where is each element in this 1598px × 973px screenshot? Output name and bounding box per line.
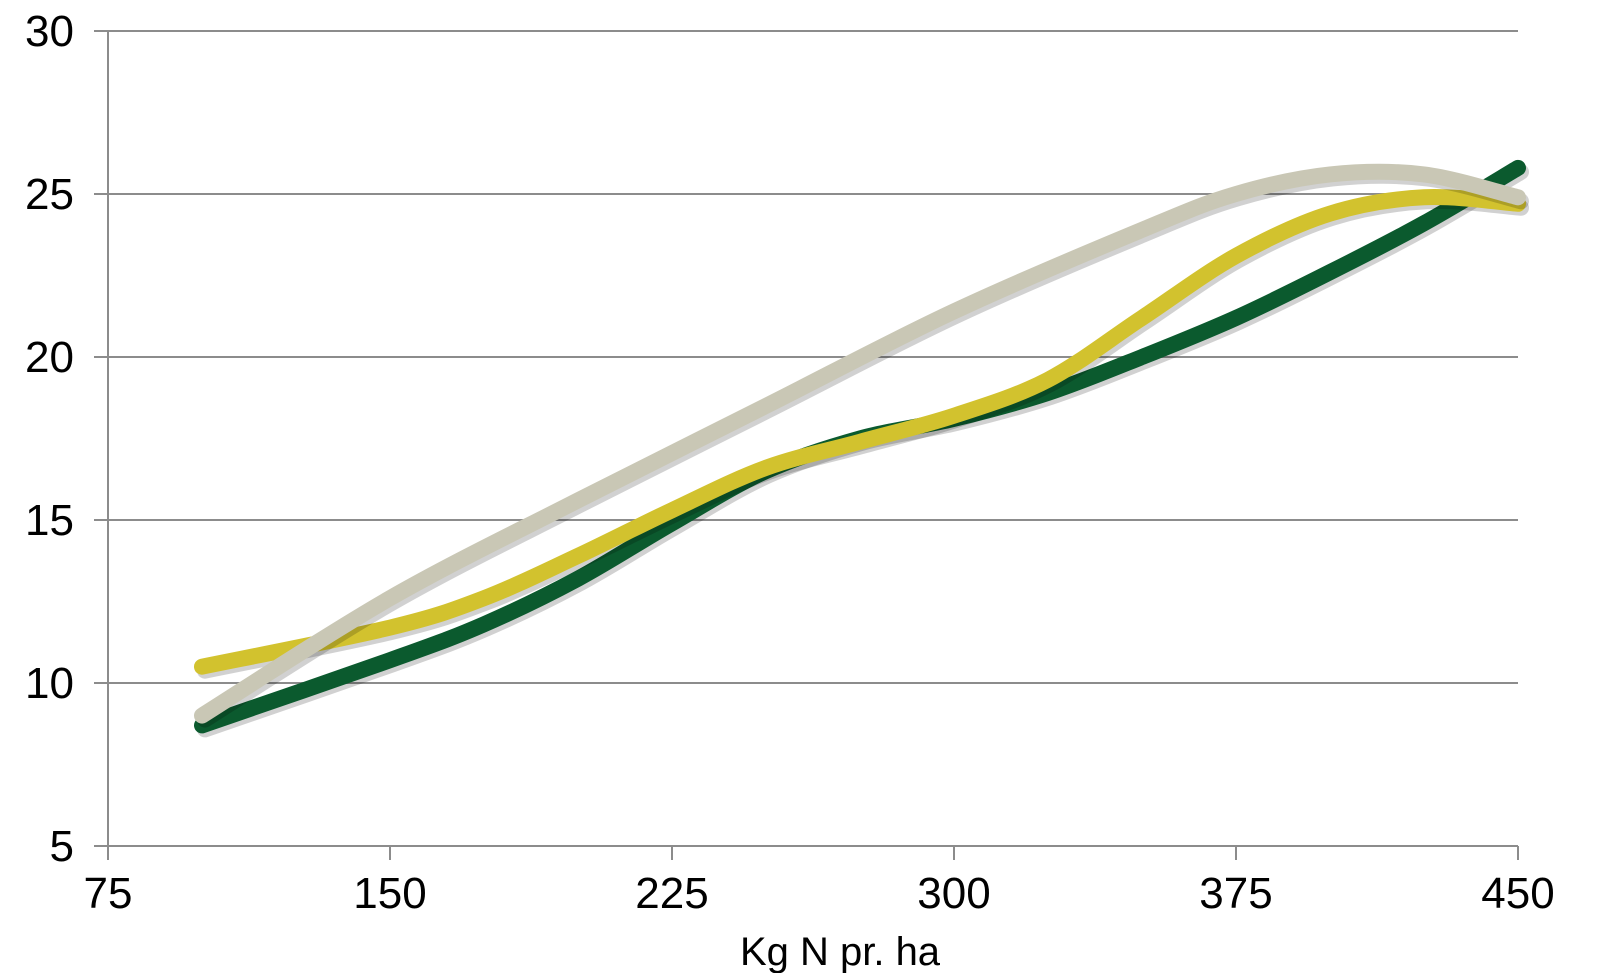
- y-tick-label: 20: [25, 333, 74, 382]
- series-3-line: [194, 163, 1526, 724]
- x-axis-title: Kg N pr. ha: [740, 930, 941, 973]
- axes: [94, 30, 1519, 860]
- x-tick-label: 225: [635, 869, 708, 918]
- series-2-line: [194, 189, 1526, 675]
- x-tick-label: 300: [917, 869, 990, 918]
- tick-labels: 5 10 15 20 25 30 75 150 225 300 375 450: [25, 7, 1555, 918]
- y-tick-label: 5: [50, 822, 74, 871]
- y-tick-label: 25: [25, 170, 74, 219]
- y-tick-label: 15: [25, 496, 74, 545]
- x-tick-label: 450: [1481, 869, 1554, 918]
- y-tick-label: 10: [25, 659, 74, 708]
- x-tick-label: 75: [84, 869, 133, 918]
- x-tick-label: 150: [353, 869, 426, 918]
- series-lines: [194, 159, 1529, 738]
- x-tick-label: 375: [1199, 869, 1272, 918]
- gridlines: [108, 30, 1518, 684]
- y-tick-label: 30: [25, 7, 74, 56]
